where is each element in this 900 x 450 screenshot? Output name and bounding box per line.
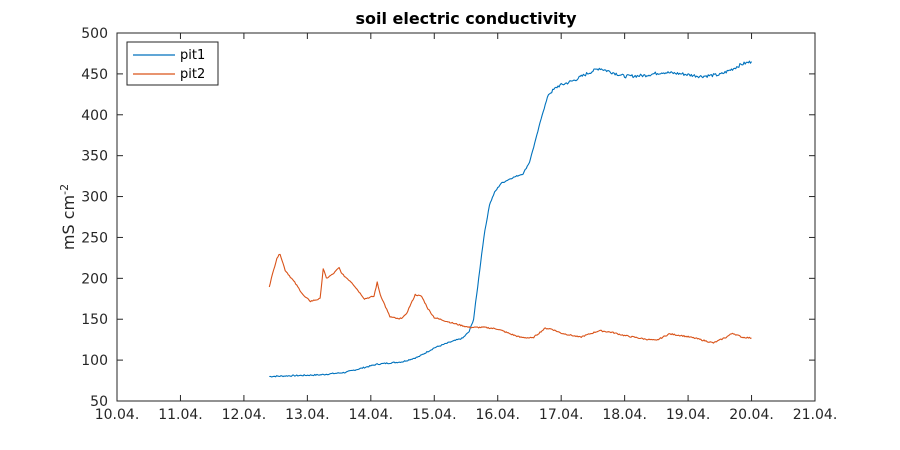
x-axis: 10.04. 11.04. 12.04. 13.04. 14.04. 15.04. 16.0…	[95, 33, 838, 423]
y-tick-label: 150	[81, 312, 108, 328]
series-lines	[268, 60, 752, 378]
y-axis-label: mS cm-2	[58, 184, 78, 250]
y-axis-label-superscript: -2	[58, 184, 71, 195]
y-tick-label: 50	[90, 394, 108, 410]
x-tick-label: 19.04.	[666, 407, 711, 423]
x-tick-label: 21.04.	[793, 407, 838, 423]
legend: pit1 pit2	[126, 41, 219, 86]
y-tick-label: 350	[81, 149, 108, 165]
y-tick-label: 400	[81, 108, 108, 124]
y-tick-label: 100	[81, 353, 108, 369]
x-tick-label: 17.04.	[539, 407, 584, 423]
x-tick-label: 12.04.	[222, 407, 267, 423]
x-tick-label: 20.04.	[729, 407, 774, 423]
series-line-pit2	[268, 253, 752, 344]
x-tick-label: 11.04.	[158, 407, 203, 423]
legend-label-pit2: pit2	[180, 67, 205, 82]
y-axis-label-base: mS cm	[59, 195, 78, 250]
plot-area	[116, 32, 816, 402]
x-tick-label: 18.04.	[602, 407, 647, 423]
series-line-pit1	[269, 60, 752, 378]
y-axis: 50 100 150 200 250 300 350 400 450 500	[81, 26, 815, 410]
y-tick-label: 200	[81, 271, 108, 287]
legend-box	[126, 41, 219, 86]
legend-label-pit1: pit1	[180, 48, 205, 63]
y-tick-label: 250	[81, 230, 108, 246]
chart-title: soil electric conductivity	[355, 9, 577, 28]
x-tick-label: 10.04.	[95, 407, 140, 423]
y-tick-label: 450	[81, 67, 108, 83]
x-tick-label: 16.04.	[475, 407, 520, 423]
y-tick-label: 300	[81, 190, 108, 206]
x-tick-label: 13.04.	[285, 407, 330, 423]
x-tick-label: 14.04.	[349, 407, 394, 423]
y-tick-label: 500	[81, 26, 108, 42]
x-tick-label: 15.04.	[412, 407, 457, 423]
